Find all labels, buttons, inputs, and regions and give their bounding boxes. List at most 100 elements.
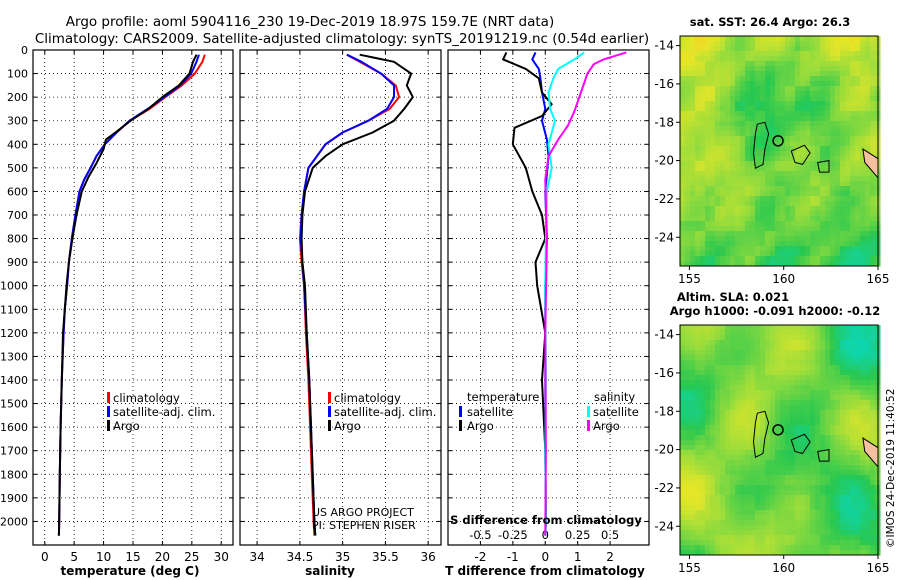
map-cell — [800, 325, 806, 331]
map-cell — [825, 385, 831, 391]
map-cell — [840, 66, 846, 72]
map-cell — [790, 221, 796, 227]
map-cell — [715, 365, 721, 371]
map-cell — [720, 415, 726, 421]
map-cell — [690, 495, 696, 501]
map-cell — [755, 131, 761, 137]
map-cell — [785, 545, 791, 551]
map-cell — [705, 216, 711, 222]
map-cell — [685, 405, 691, 411]
map-cell — [770, 171, 776, 177]
map-cell — [760, 51, 766, 57]
map-cell — [825, 36, 831, 42]
map-cell — [730, 126, 736, 132]
map-cell — [820, 66, 826, 72]
map-cell — [745, 96, 751, 102]
map-cell — [680, 221, 686, 227]
map-cell — [865, 505, 871, 511]
map-cell — [770, 156, 776, 162]
map-cell — [835, 221, 841, 227]
map-cell — [740, 81, 746, 87]
map-cell — [785, 490, 791, 496]
map-cell — [870, 131, 876, 137]
map-cell — [780, 41, 786, 47]
map-cell — [765, 66, 771, 72]
map-cell — [770, 121, 776, 127]
map-cell — [860, 141, 866, 147]
map-cell — [785, 176, 791, 182]
map-cell — [795, 380, 801, 386]
map-cell — [710, 261, 716, 267]
map-cell — [840, 166, 846, 172]
map-cell — [740, 221, 746, 227]
map-cell — [865, 116, 871, 122]
map-cell — [835, 485, 841, 491]
map-cell — [865, 221, 871, 227]
map-cell — [865, 121, 871, 127]
map-cell — [785, 201, 791, 207]
map-cell — [860, 345, 866, 351]
map-cell — [815, 380, 821, 386]
map-cell — [845, 335, 851, 341]
map-cell — [745, 81, 751, 87]
map-cell — [855, 365, 861, 371]
map-cell — [855, 66, 861, 72]
map-cell — [720, 106, 726, 112]
map-cell — [755, 455, 761, 461]
map-cell — [780, 36, 786, 42]
map-cell — [745, 246, 751, 252]
map-cell — [690, 91, 696, 97]
map-cell — [750, 131, 756, 137]
map-cell — [870, 66, 876, 72]
map-cell — [745, 525, 751, 531]
map-cell — [855, 390, 861, 396]
map-cell — [795, 41, 801, 47]
map-cell — [770, 395, 776, 401]
map-cell — [795, 176, 801, 182]
map-cell — [710, 136, 716, 142]
map-cell — [735, 415, 741, 421]
map-cell — [800, 525, 806, 531]
map-cell — [785, 76, 791, 82]
map-cell — [680, 540, 686, 546]
map-cell — [705, 176, 711, 182]
map-cell — [830, 186, 836, 192]
map-cell — [770, 186, 776, 192]
map-cell — [850, 116, 856, 122]
map-cell — [755, 86, 761, 92]
map-cell — [830, 495, 836, 501]
map-cell — [755, 101, 761, 107]
map-cell — [770, 261, 776, 267]
map-cell — [785, 480, 791, 486]
map-cell — [860, 241, 866, 247]
map-cell — [830, 106, 836, 112]
map-cell — [850, 550, 856, 556]
map-cell — [820, 41, 826, 47]
map-cell — [685, 325, 691, 331]
map-cell — [725, 550, 731, 556]
map-cell — [865, 226, 871, 232]
map-cell — [765, 76, 771, 82]
map-cell — [745, 450, 751, 456]
map-cell — [795, 256, 801, 262]
map-cell — [735, 515, 741, 521]
map-cell — [855, 126, 861, 132]
map-cell — [790, 530, 796, 536]
map-cell — [810, 181, 816, 187]
map-cell — [735, 81, 741, 87]
map-cell — [695, 231, 701, 237]
map-cell — [785, 136, 791, 142]
x-tick-label: -1 — [507, 550, 519, 564]
map-cell — [725, 126, 731, 132]
map-cell — [800, 535, 806, 541]
map-cell — [765, 540, 771, 546]
map-cell — [825, 380, 831, 386]
map-cell — [700, 206, 706, 212]
lon-tick-label: 165 — [867, 561, 890, 575]
map-cell — [690, 131, 696, 137]
map-cell — [785, 375, 791, 381]
map-cell — [830, 445, 836, 451]
map-cell — [860, 196, 866, 202]
map-cell — [845, 86, 851, 92]
map-cell — [785, 420, 791, 426]
